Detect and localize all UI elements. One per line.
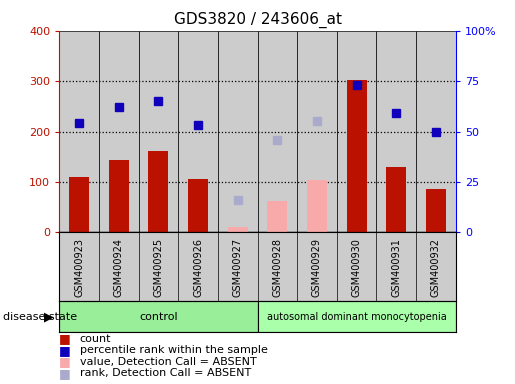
Text: GSM400927: GSM400927: [233, 238, 243, 297]
Bar: [337, 31, 376, 232]
Text: control: control: [139, 312, 178, 322]
Text: count: count: [80, 334, 111, 344]
Text: GSM400928: GSM400928: [272, 238, 282, 297]
Bar: [347, 80, 367, 232]
Bar: [386, 167, 406, 232]
Bar: [59, 301, 258, 332]
Bar: [188, 179, 208, 232]
Text: GSM400924: GSM400924: [114, 238, 124, 297]
Bar: [178, 31, 218, 232]
Bar: [69, 177, 89, 232]
Text: ■: ■: [59, 332, 70, 345]
Bar: [99, 31, 139, 232]
Bar: [426, 189, 446, 232]
Bar: [297, 31, 337, 232]
Text: GSM400923: GSM400923: [74, 238, 84, 297]
Text: GSM400925: GSM400925: [153, 238, 163, 297]
Text: autosomal dominant monocytopenia: autosomal dominant monocytopenia: [267, 312, 447, 322]
Text: GSM400932: GSM400932: [431, 238, 441, 297]
Text: GSM400926: GSM400926: [193, 238, 203, 297]
Text: rank, Detection Call = ABSENT: rank, Detection Call = ABSENT: [80, 368, 251, 378]
Text: disease state: disease state: [3, 312, 77, 322]
Bar: [267, 201, 287, 232]
Bar: [218, 31, 258, 232]
Text: ■: ■: [59, 355, 70, 368]
Text: ▶: ▶: [44, 310, 54, 323]
Bar: [258, 31, 297, 232]
Bar: [59, 31, 99, 232]
Bar: [258, 301, 456, 332]
Text: ■: ■: [59, 367, 70, 380]
Text: GSM400931: GSM400931: [391, 238, 401, 297]
Bar: [228, 227, 248, 232]
Bar: [109, 160, 129, 232]
Bar: [139, 31, 178, 232]
Text: ■: ■: [59, 344, 70, 357]
Title: GDS3820 / 243606_at: GDS3820 / 243606_at: [174, 12, 341, 28]
Text: value, Detection Call = ABSENT: value, Detection Call = ABSENT: [80, 357, 256, 367]
Bar: [376, 31, 416, 232]
Text: percentile rank within the sample: percentile rank within the sample: [80, 345, 268, 355]
Bar: [307, 180, 327, 232]
Text: GSM400930: GSM400930: [352, 238, 362, 297]
Bar: [416, 31, 456, 232]
Bar: [148, 151, 168, 232]
Text: GSM400929: GSM400929: [312, 238, 322, 297]
